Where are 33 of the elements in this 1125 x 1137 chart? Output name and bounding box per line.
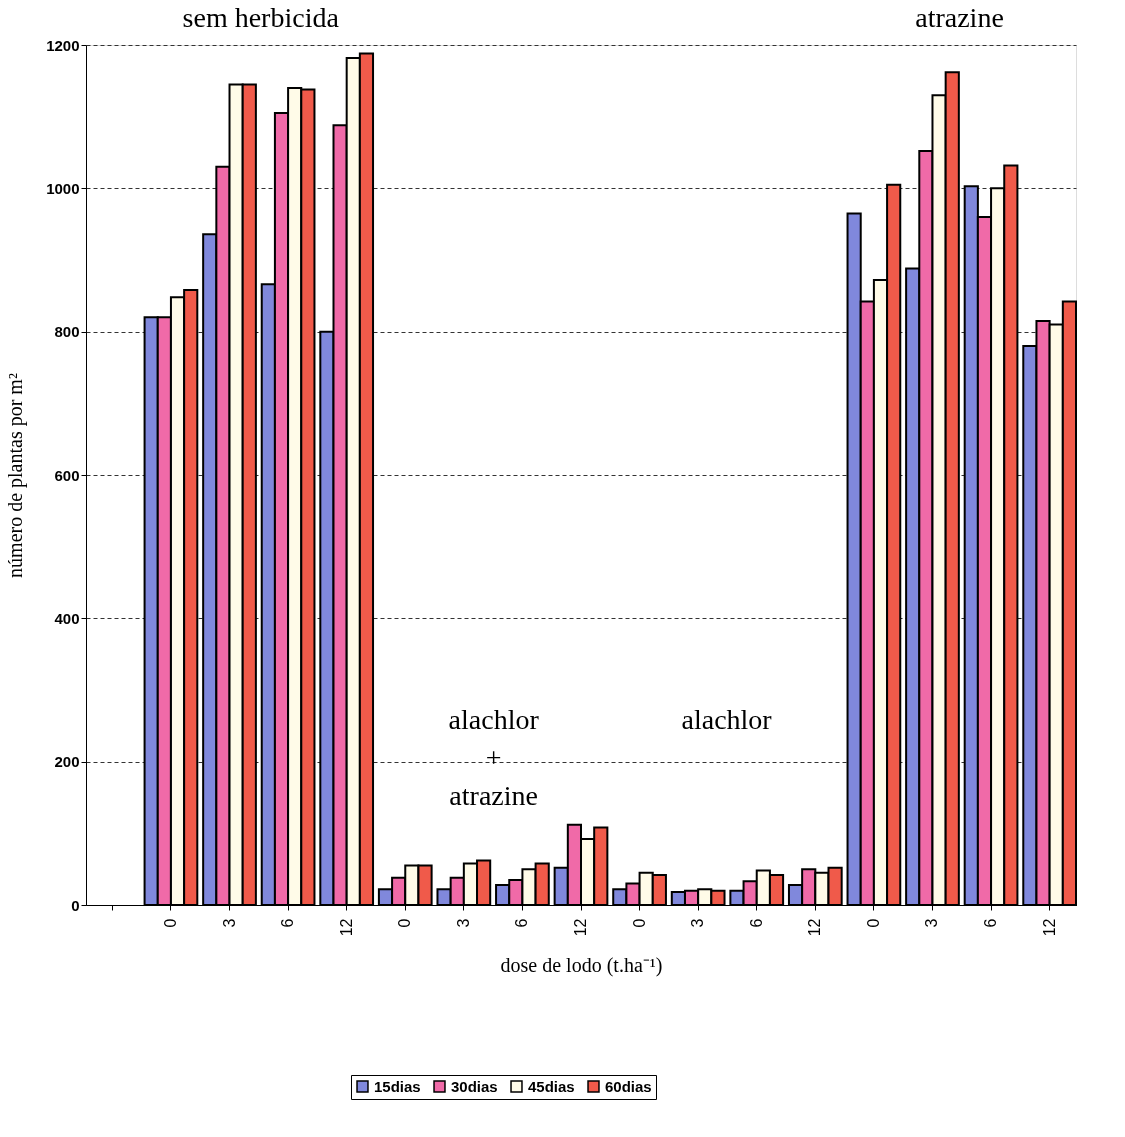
x-tick-label: 6 (279, 918, 297, 928)
x-tick-label: 3 (923, 918, 941, 928)
x-axis-title: dose de lodo (t.ha⁻¹) (500, 954, 663, 978)
x-tick-label: 3 (220, 918, 238, 928)
x-tick-label: 0 (161, 918, 179, 928)
x-tick-label: 6 (513, 918, 531, 928)
x-tick-label: 3 (689, 918, 707, 928)
legend-label: 15dias (374, 1077, 421, 1095)
y-tick-label: 200 (54, 753, 80, 771)
x-tick-label: 0 (630, 918, 648, 928)
x-tick-label: 6 (747, 918, 765, 928)
x-tick-label: 3 (454, 918, 472, 928)
annotation: alachlor (681, 704, 773, 736)
x-tick-label: 12 (572, 918, 589, 937)
x-tick-label: 6 (982, 918, 1000, 928)
y-tick-label: 600 (54, 466, 80, 484)
x-tick-label: 12 (1040, 918, 1058, 937)
x-tick-label: 0 (396, 918, 414, 928)
text: sem herbicida (182, 2, 340, 33)
annotation: alachlor + atrazine (448, 704, 540, 812)
y-tick-label: 800 (54, 323, 80, 341)
y-tick-label: 400 (54, 609, 80, 627)
legend-label: 30dias (451, 1077, 498, 1095)
legend-label: 45dias (528, 1077, 575, 1095)
x-tick-label: 12 (806, 918, 824, 937)
x-tick-label: 12 (337, 918, 355, 937)
legend-label: 60dias (605, 1077, 652, 1095)
y-tick-label: 0 (71, 896, 80, 914)
x-tick-label: 0 (864, 918, 882, 928)
y-axis-title: número de plantas por m² (4, 373, 28, 578)
y-tick-label: 1200 (46, 36, 80, 54)
text: atrazine (915, 2, 1004, 33)
y-tick-label: 1000 (46, 179, 80, 197)
